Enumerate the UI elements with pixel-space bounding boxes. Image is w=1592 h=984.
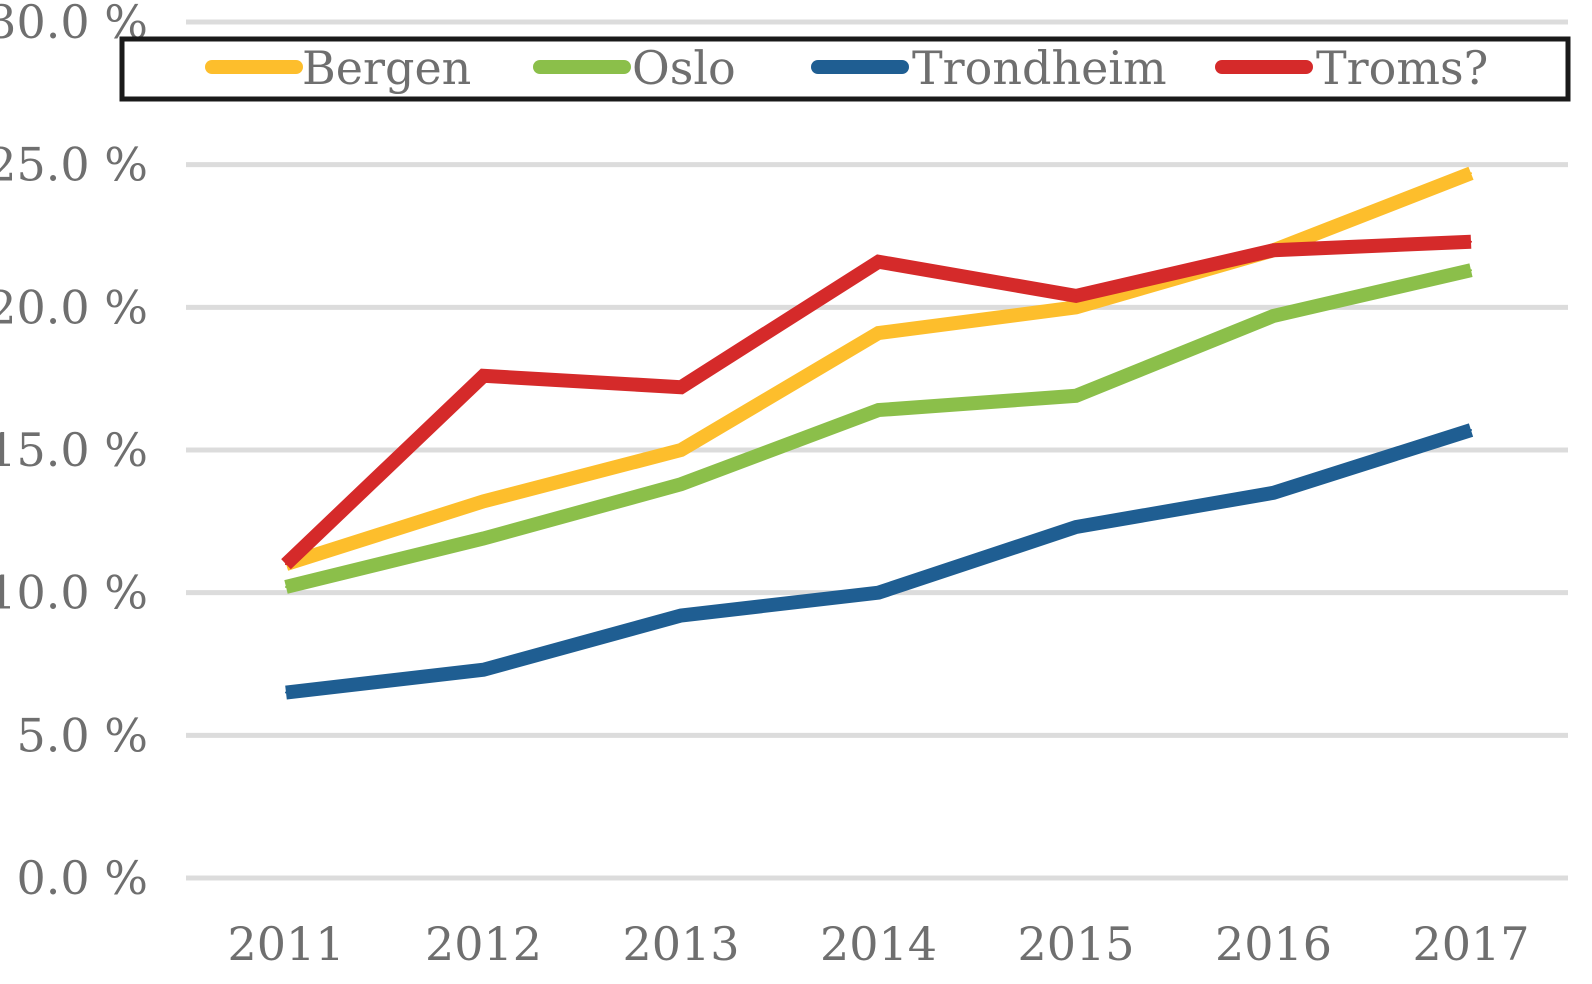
x-tick-label: 2017 bbox=[1412, 917, 1529, 971]
series-line-troms bbox=[281, 234, 1472, 570]
data-point bbox=[1470, 429, 1472, 432]
data-point bbox=[877, 591, 880, 594]
data-point bbox=[680, 483, 682, 486]
legend-label-bergen: Bergen bbox=[302, 41, 471, 95]
data-point bbox=[680, 386, 682, 389]
y-tick-label: 0.0 % bbox=[17, 851, 149, 905]
x-tick-label: 2015 bbox=[1017, 917, 1134, 971]
data-point bbox=[1470, 172, 1472, 175]
legend-label-trondheim: Trondheim bbox=[912, 41, 1167, 95]
data-point bbox=[482, 537, 485, 540]
series-line-bergen bbox=[283, 166, 1474, 571]
legend-label-oslo: Oslo bbox=[632, 41, 736, 95]
x-tick-label: 2016 bbox=[1215, 917, 1332, 971]
data-point bbox=[1272, 491, 1275, 494]
series-line-oslo bbox=[284, 263, 1473, 594]
y-tick-label: 15.0 % bbox=[0, 423, 148, 477]
data-point bbox=[1075, 306, 1077, 309]
data-point bbox=[285, 585, 287, 588]
y-tick-label: 5.0 % bbox=[17, 708, 149, 762]
data-point bbox=[1470, 240, 1472, 243]
data-point bbox=[1272, 249, 1275, 252]
data-point bbox=[482, 668, 485, 671]
gridlines bbox=[186, 19, 1568, 881]
data-point bbox=[482, 500, 485, 503]
data-point bbox=[1075, 394, 1077, 397]
x-tick-label: 2013 bbox=[622, 917, 739, 971]
y-tick-label: 10.0 % bbox=[0, 566, 148, 620]
data-point bbox=[680, 449, 682, 451]
series-line-trondheim bbox=[285, 423, 1474, 700]
data-point bbox=[877, 260, 880, 263]
series-lines bbox=[281, 166, 1474, 700]
y-tick-label: 20.0 % bbox=[0, 280, 148, 334]
data-point bbox=[285, 563, 287, 566]
data-point bbox=[1272, 314, 1275, 317]
data-point bbox=[877, 409, 880, 412]
x-tick-label: 2011 bbox=[227, 917, 344, 971]
data-point bbox=[680, 614, 682, 617]
data-point bbox=[1075, 526, 1077, 529]
data-point bbox=[877, 332, 880, 335]
data-point bbox=[285, 691, 287, 694]
data-point bbox=[1075, 294, 1077, 297]
data-point bbox=[1470, 269, 1472, 272]
x-axis: 2011 2012 2013 2014 2015 2016 2017 bbox=[227, 917, 1529, 971]
x-tick-label: 2012 bbox=[425, 917, 542, 971]
legend: Bergen Oslo Trondheim Troms? bbox=[119, 36, 1571, 102]
data-point bbox=[482, 374, 485, 377]
y-tick-label: 25.0 % bbox=[0, 138, 148, 192]
legend-label-troms: Troms? bbox=[1316, 41, 1488, 95]
y-axis: 0.0 %5.0 %10.0 %15.0 %20.0 %25.0 %30.0 % bbox=[0, 0, 148, 905]
x-tick-label: 2014 bbox=[820, 917, 937, 971]
